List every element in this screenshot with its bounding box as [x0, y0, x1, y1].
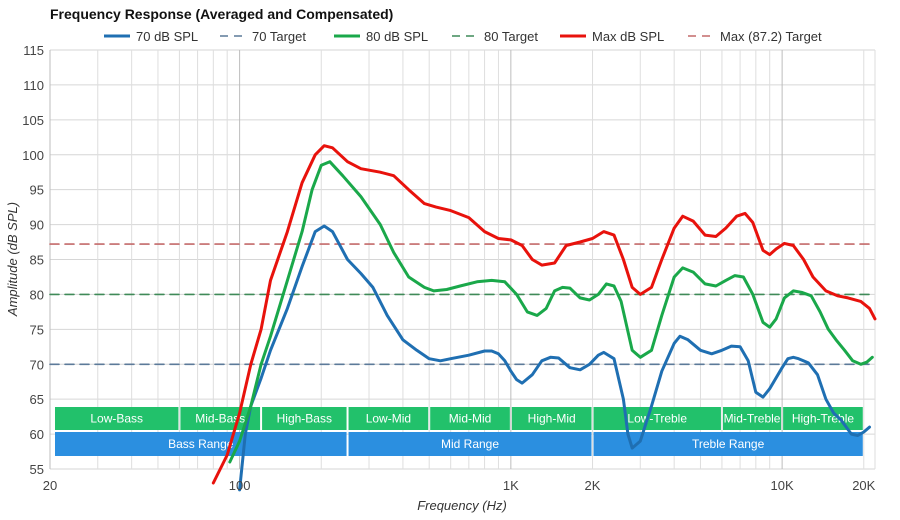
band-rect — [262, 407, 347, 430]
band-5: High-Mid — [511, 407, 592, 430]
band-rect — [722, 407, 782, 430]
band-rect — [55, 432, 347, 456]
y-tick-label-1: 60 — [30, 427, 44, 442]
band-label: Mid Range — [441, 437, 499, 451]
legend: 70 dB SPL 70 Target 80 dB SPL 80 Target Max … — [104, 29, 822, 44]
band-label: High-Bass — [277, 412, 332, 426]
band-rect — [348, 432, 592, 456]
legend-item-3: 80 Target — [452, 29, 538, 44]
series-line-4 — [211, 144, 877, 485]
legend-label: Max (87.2) Target — [720, 29, 822, 44]
legend-label: 70 Target — [252, 29, 306, 44]
band-7: Mid-Treble — [722, 407, 782, 430]
legend-label: 70 dB SPL — [136, 29, 198, 44]
band-8: High-Treble — [783, 407, 863, 430]
x-tick-label-0: 20 — [43, 478, 57, 493]
band-label: Mid-Bass — [195, 412, 245, 426]
y-tick-label-11: 110 — [23, 78, 44, 93]
frequency-bands: Low-Bass Mid-Bass High-Bass Low-Mid Mid-Mid H… — [55, 407, 863, 456]
y-tick-label-9: 100 — [22, 148, 44, 163]
grid-lines — [49, 49, 876, 470]
series-line-2 — [228, 160, 874, 464]
series-lines — [211, 144, 877, 492]
target-lines — [49, 243, 876, 366]
legend-label: 80 dB SPL — [366, 29, 428, 44]
x-tick-label-2: 1K — [503, 478, 519, 493]
chart-title: Frequency Response (Averaged and Compens… — [50, 6, 393, 22]
x-axis-label: Frequency (Hz) — [417, 498, 507, 513]
band-label: Bass Range — [168, 437, 234, 451]
axis-ticks: 55 60 65 70 75 80 85 90 95 100 105 110 115 20 100 1K 2K 1… — [22, 43, 875, 493]
band-3: Low-Mid — [348, 407, 429, 430]
y-tick-label-2: 65 — [30, 392, 44, 407]
y-axis-label: Amplitude (dB SPL) — [5, 202, 20, 317]
band-2: High-Bass — [262, 407, 347, 430]
band-label: Treble Range — [692, 437, 765, 451]
legend-item-2: 80 dB SPL — [334, 29, 428, 44]
x-tick-label-5: 20K — [852, 478, 875, 493]
band-rect — [55, 407, 179, 430]
band-10: Mid Range — [348, 432, 592, 456]
band-label: Mid-Mid — [449, 412, 492, 426]
legend-item-0: 70 dB SPL — [104, 29, 198, 44]
y-tick-label-4: 75 — [30, 322, 44, 337]
band-4: Mid-Mid — [430, 407, 510, 430]
y-tick-label-7: 90 — [30, 218, 44, 233]
band-label: High-Mid — [528, 412, 576, 426]
band-label: Low-Bass — [90, 412, 143, 426]
band-rect — [348, 407, 429, 430]
y-tick-label-5: 80 — [30, 287, 44, 302]
legend-item-1: 70 Target — [220, 29, 306, 44]
legend-label: Max dB SPL — [592, 29, 664, 44]
x-tick-label-3: 2K — [585, 478, 601, 493]
y-tick-label-8: 95 — [30, 183, 44, 198]
band-label: High-Treble — [792, 412, 855, 426]
series-line-0 — [238, 224, 871, 492]
x-tick-label-1: 100 — [229, 478, 251, 493]
band-11: Treble Range — [593, 432, 863, 456]
band-label: Low-Treble — [627, 412, 687, 426]
x-tick-label-4: 10K — [771, 478, 794, 493]
y-tick-label-12: 115 — [23, 43, 44, 58]
y-tick-label-6: 85 — [30, 253, 44, 268]
legend-label: 80 Target — [484, 29, 538, 44]
band-0: Low-Bass — [55, 407, 179, 430]
band-rect — [430, 407, 510, 430]
legend-item-4: Max dB SPL — [560, 29, 664, 44]
y-tick-label-10: 105 — [22, 113, 44, 128]
band-label: Low-Mid — [366, 412, 411, 426]
band-6: Low-Treble — [593, 407, 721, 430]
legend-item-5: Max (87.2) Target — [688, 29, 822, 44]
y-tick-label-3: 70 — [30, 357, 44, 372]
band-9: Bass Range — [55, 432, 347, 456]
band-label: Mid-Treble — [724, 412, 781, 426]
band-rect — [511, 407, 592, 430]
y-tick-label-0: 55 — [30, 462, 44, 477]
